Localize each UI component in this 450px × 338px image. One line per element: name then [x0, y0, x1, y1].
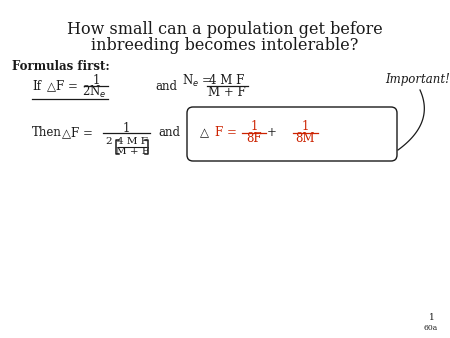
Text: +: +	[267, 126, 277, 140]
Text: △F =: △F =	[47, 79, 78, 93]
Text: △F =: △F =	[62, 126, 93, 140]
Text: 4 M F: 4 M F	[209, 73, 245, 87]
Text: F =: F =	[215, 126, 237, 140]
Text: 2N$_e$: 2N$_e$	[82, 84, 106, 100]
Text: 1: 1	[429, 314, 435, 322]
Text: Then: Then	[32, 126, 62, 140]
Text: 2: 2	[105, 137, 112, 145]
Text: 60a: 60a	[424, 324, 438, 332]
Text: N$_e$ =: N$_e$ =	[182, 73, 212, 89]
Text: M + F: M + F	[208, 86, 246, 98]
Text: △: △	[200, 126, 209, 140]
Text: Formulas first:: Formulas first:	[12, 59, 110, 72]
Text: 8F: 8F	[246, 132, 262, 145]
Text: 8M: 8M	[295, 132, 315, 145]
Text: Important!: Important!	[385, 73, 450, 87]
Text: 1: 1	[122, 121, 130, 135]
Text: 1: 1	[92, 74, 100, 88]
Text: M + F: M + F	[116, 147, 148, 156]
Text: If: If	[32, 79, 41, 93]
Text: 4 M F: 4 M F	[117, 138, 148, 146]
Text: and: and	[155, 79, 177, 93]
Text: inbreeding becomes intolerable?: inbreeding becomes intolerable?	[91, 38, 359, 54]
Text: 1: 1	[250, 121, 258, 134]
Text: 1: 1	[302, 121, 309, 134]
Text: and: and	[158, 126, 180, 140]
Text: How small can a population get before: How small can a population get before	[67, 22, 383, 39]
